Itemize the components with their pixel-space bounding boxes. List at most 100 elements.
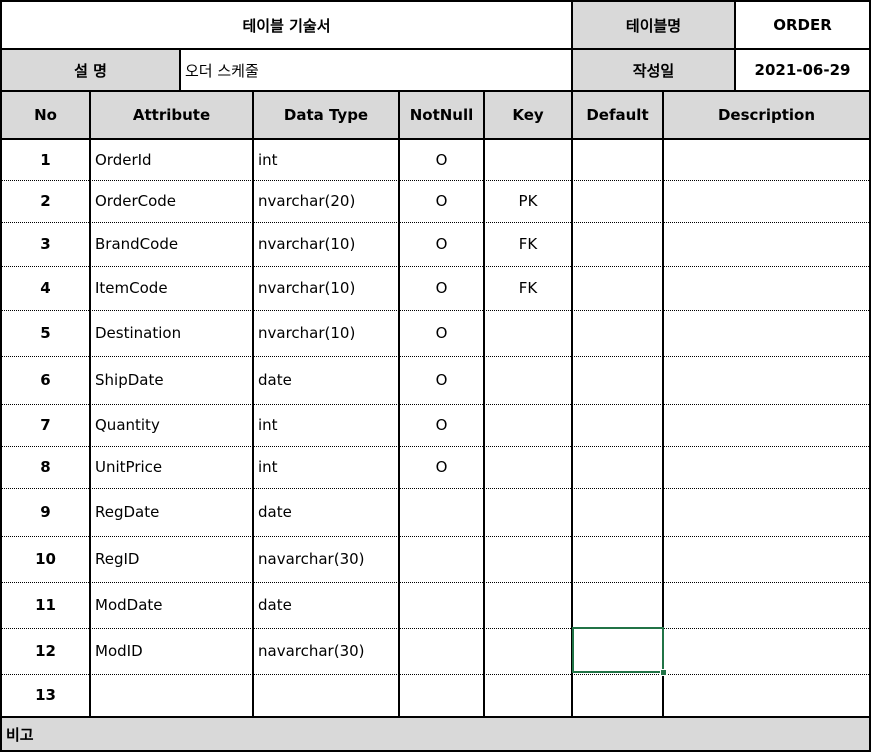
row-key[interactable] [485,582,571,628]
row-default[interactable] [573,674,662,716]
row-data-type[interactable]: int [258,416,278,434]
description-value[interactable]: 오더 스케줄 [185,61,259,80]
column-header-notnull[interactable]: NotNull [400,92,483,138]
row-default[interactable] [573,404,662,446]
row-description[interactable] [664,140,869,180]
row-notnull[interactable]: O [435,151,448,169]
row-attribute[interactable]: Destination [95,324,182,342]
row-data-type[interactable]: nvarchar(10) [258,279,356,297]
row-notnull[interactable] [400,488,483,536]
column-header-no[interactable]: No [2,92,89,138]
row-key[interactable] [485,488,571,536]
row-number[interactable]: 1 [40,151,51,169]
description-label[interactable]: 설 명 [2,50,179,90]
column-header-key[interactable]: Key [485,92,571,138]
row-key[interactable]: FK [518,235,538,253]
row-key[interactable] [485,356,571,404]
row-notnull[interactable]: O [435,416,448,434]
row-data-type[interactable]: nvarchar(20) [258,192,356,210]
row-default[interactable] [573,446,662,488]
row-number[interactable]: 3 [40,235,51,253]
row-default[interactable] [573,180,662,222]
row-number[interactable]: 12 [35,642,56,660]
created-date-label[interactable]: 작성일 [573,50,734,90]
row-default[interactable] [573,266,662,310]
row-default[interactable] [573,310,662,356]
row-key[interactable] [485,628,571,674]
row-attribute[interactable]: OrderId [95,151,152,169]
row-notnull[interactable] [400,536,483,582]
row-data-type[interactable]: nvarchar(10) [258,235,356,253]
row-key[interactable] [485,674,571,716]
row-attribute[interactable]: RegDate [95,503,160,521]
row-data-type[interactable]: date [258,596,292,614]
row-notnull[interactable]: O [435,235,448,253]
row-data-type[interactable] [254,674,398,716]
row-number[interactable]: 7 [40,416,51,434]
column-header-default[interactable]: Default [573,92,662,138]
row-key[interactable]: FK [518,279,538,297]
row-notnull[interactable] [400,628,483,674]
row-attribute[interactable] [91,674,252,716]
row-attribute[interactable]: OrderCode [95,192,177,210]
row-attribute[interactable]: BrandCode [95,235,179,253]
row-notnull[interactable]: O [435,192,448,210]
row-attribute[interactable]: Quantity [95,416,160,434]
row-description[interactable] [664,488,869,536]
row-attribute[interactable]: ShipDate [95,371,164,389]
row-description[interactable] [664,582,869,628]
table-name-label[interactable]: 테이블명 [573,2,734,48]
row-number[interactable]: 2 [40,192,51,210]
row-number[interactable]: 4 [40,279,51,297]
column-header-description[interactable]: Description [664,92,869,138]
column-header-data-type[interactable]: Data Type [254,92,398,138]
row-description[interactable] [664,446,869,488]
created-date-value[interactable]: 2021-06-29 [754,61,851,79]
row-data-type[interactable]: int [258,458,278,476]
row-description[interactable] [664,536,869,582]
doc-title[interactable]: 테이블 기술서 [242,16,331,35]
row-data-type[interactable]: date [258,503,292,521]
row-key[interactable] [485,536,571,582]
active-cell-selection[interactable] [572,627,664,673]
row-key[interactable] [485,404,571,446]
row-number[interactable]: 6 [40,371,51,389]
row-notnull[interactable] [400,674,483,716]
row-attribute[interactable]: ModID [95,642,143,660]
row-notnull[interactable]: O [435,371,448,389]
row-notnull[interactable]: O [435,458,448,476]
row-description[interactable] [664,404,869,446]
row-key[interactable]: PK [518,192,538,210]
row-number[interactable]: 10 [35,550,56,568]
fill-handle[interactable] [660,669,667,676]
row-default[interactable] [573,582,662,628]
row-attribute[interactable]: ModDate [95,596,163,614]
table-name-value[interactable]: ORDER [773,16,832,34]
row-description[interactable] [664,180,869,222]
row-description[interactable] [664,266,869,310]
remarks-label[interactable]: 비고 [2,718,869,750]
row-description[interactable] [664,356,869,404]
row-notnull[interactable]: O [435,279,448,297]
row-number[interactable]: 8 [40,458,51,476]
row-notnull[interactable]: O [435,324,448,342]
row-number[interactable]: 5 [40,324,51,342]
row-data-type[interactable]: navarchar(30) [258,642,365,660]
row-attribute[interactable]: RegID [95,550,140,568]
row-data-type[interactable]: navarchar(30) [258,550,365,568]
row-data-type[interactable]: int [258,151,278,169]
row-key[interactable] [485,446,571,488]
row-description[interactable] [664,674,869,716]
row-key[interactable] [485,140,571,180]
row-description[interactable] [664,222,869,266]
row-default[interactable] [573,140,662,180]
row-default[interactable] [573,488,662,536]
row-key[interactable] [485,310,571,356]
row-number[interactable]: 9 [40,503,51,521]
row-data-type[interactable]: nvarchar(10) [258,324,356,342]
row-number[interactable]: 11 [35,596,56,614]
row-data-type[interactable]: date [258,371,292,389]
row-number[interactable]: 13 [35,686,56,704]
row-notnull[interactable] [400,582,483,628]
row-attribute[interactable]: ItemCode [95,279,168,297]
